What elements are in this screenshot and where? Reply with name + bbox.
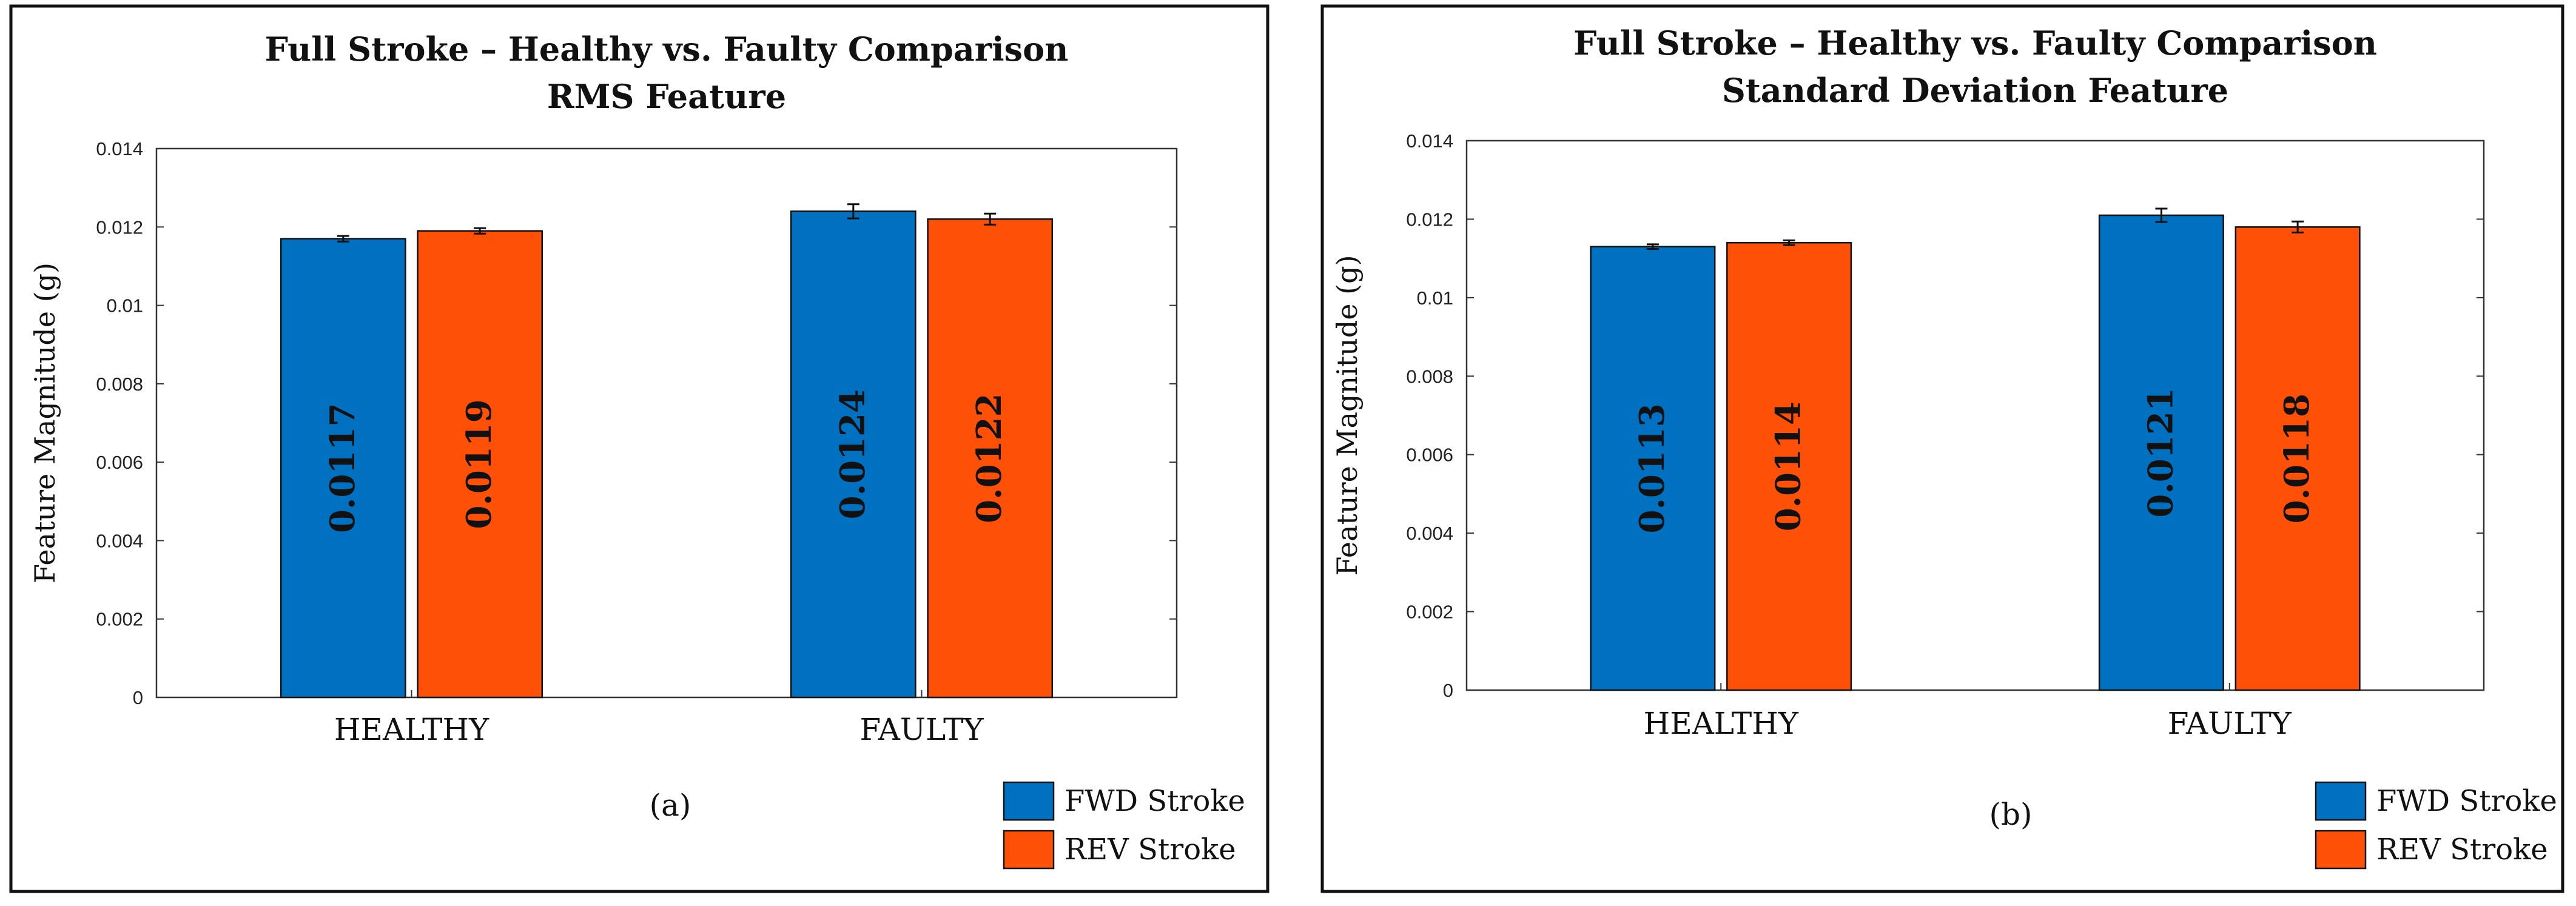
- data-label: 0.0114: [1769, 401, 1809, 531]
- x-category-label: HEALTHY: [334, 712, 489, 747]
- y-tick-label: 0.014: [96, 138, 143, 159]
- legend-swatch-fwd-stroke: [2315, 781, 2367, 821]
- legend-label: REV Stroke: [1064, 833, 1236, 867]
- chart-panel-a: Full Stroke – Healthy vs. Faulty Compari…: [9, 4, 1270, 893]
- legend-swatch-rev-stroke: [2315, 830, 2367, 870]
- y-axis-label: Feature Magnitude (g): [29, 263, 61, 583]
- legend-label: REV Stroke: [2376, 833, 2548, 867]
- bar-rev-stroke-faulty: [2235, 226, 2361, 691]
- y-tick-label: 0.012: [1406, 209, 1453, 230]
- bar-fwd-stroke-faulty: [2098, 214, 2224, 691]
- chart-panel-b: Full Stroke – Healthy vs. Faulty Compari…: [1320, 4, 2564, 893]
- legend-swatch-fwd-stroke: [1003, 781, 1055, 821]
- y-tick-label: 0.008: [1406, 366, 1453, 387]
- y-tick-label: 0.012: [96, 216, 143, 238]
- x-category-label: HEALTHY: [1644, 706, 1799, 741]
- x-category-label: FAULTY: [2168, 706, 2292, 741]
- bar-rev-stroke-healthy: [1726, 242, 1852, 691]
- y-axis-label: Feature Magnitude (g): [1331, 255, 1364, 575]
- y-tick-label: 0.014: [1406, 130, 1453, 152]
- chart-subtitle: Standard Deviation Feature: [1722, 71, 2228, 110]
- y-tick-label: 0.01: [1417, 287, 1453, 309]
- y-tick-label: 0.006: [96, 452, 143, 473]
- data-label: 0.0124: [833, 389, 873, 519]
- y-tick-label: 0.002: [1406, 602, 1453, 623]
- x-category-label: FAULTY: [859, 712, 984, 747]
- chart-title: Full Stroke – Healthy vs. Faulty Compari…: [1573, 24, 2377, 62]
- chart-title: Full Stroke – Healthy vs. Faulty Compari…: [265, 30, 1069, 69]
- data-label: 0.0113: [1632, 403, 1672, 533]
- chart-subtitle: RMS Feature: [547, 77, 786, 116]
- panel-label: (a): [650, 788, 691, 823]
- y-tick-label: 0.01: [107, 295, 143, 317]
- y-tick-label: 0: [133, 687, 143, 708]
- legend-label: FWD Stroke: [2376, 784, 2557, 818]
- data-label: 0.0122: [969, 394, 1009, 523]
- legend-swatch-rev-stroke: [1003, 830, 1055, 870]
- y-tick-label: 0.002: [96, 609, 143, 630]
- y-tick-label: 0.004: [1406, 523, 1453, 544]
- data-label: 0.0121: [2141, 388, 2181, 517]
- legend-label: FWD Stroke: [1064, 784, 1245, 818]
- panel-label: (b): [1989, 797, 2032, 832]
- bar-fwd-stroke-healthy: [1590, 246, 1716, 691]
- bar-fwd-stroke-healthy: [280, 238, 406, 699]
- data-label: 0.0118: [2277, 394, 2317, 523]
- data-label: 0.0119: [459, 399, 499, 529]
- bar-rev-stroke-healthy: [417, 230, 543, 699]
- bar-rev-stroke-faulty: [927, 218, 1054, 699]
- y-tick-label: 0.006: [1406, 445, 1453, 466]
- data-label: 0.0117: [323, 403, 363, 533]
- y-tick-label: 0.004: [96, 530, 143, 551]
- y-tick-label: 0.008: [96, 374, 143, 395]
- y-tick-label: 0: [1443, 680, 1453, 701]
- bar-fwd-stroke-faulty: [790, 210, 916, 699]
